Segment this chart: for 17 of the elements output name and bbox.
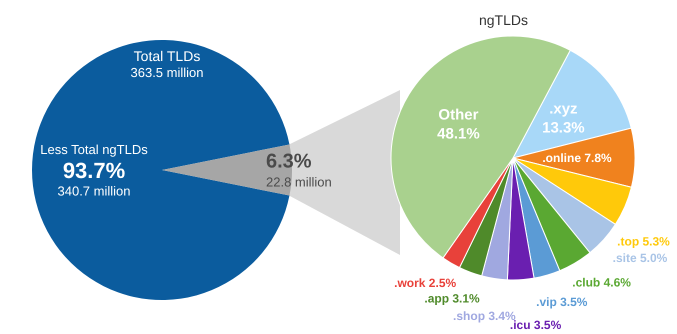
slice-label: Other: [438, 106, 479, 124]
slice-label: .work 2.5%: [394, 276, 456, 290]
slice-label: .top 5.3%: [617, 234, 670, 248]
slice-label: .app 3.1%: [424, 292, 480, 306]
slice-label: .site 5.0%: [612, 251, 668, 266]
slice-label: Less Total ngTLDs: [40, 142, 148, 157]
data-label: 93.7% 340.7 million: [58, 158, 130, 198]
slice-label: .online 7.8%: [542, 150, 612, 165]
text: Total TLDs: [134, 48, 200, 64]
slice-label: .club 4.6%: [572, 276, 632, 290]
data-label: 13.3%: [542, 120, 585, 137]
slice-label: .xyz: [549, 100, 578, 118]
data-label: 6.3% 22.8 million: [266, 150, 332, 190]
data-label: 48.1%: [437, 126, 480, 143]
chart-title: ngTLDs: [478, 12, 528, 28]
slice-label: .vip 3.5%: [536, 295, 588, 310]
text: 363.5 million: [130, 65, 204, 80]
